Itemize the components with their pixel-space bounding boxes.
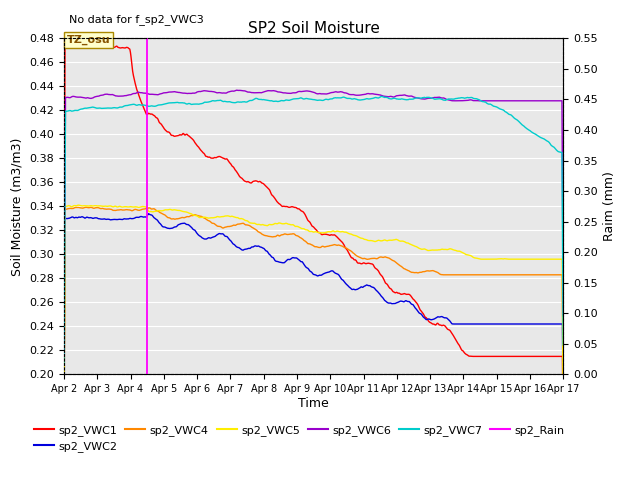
Text: No data for f_sp2_VWC3: No data for f_sp2_VWC3 [69, 14, 204, 25]
Text: TZ_osu: TZ_osu [67, 35, 110, 46]
Y-axis label: Raim (mm): Raim (mm) [604, 171, 616, 241]
Title: SP2 Soil Moisture: SP2 Soil Moisture [248, 21, 380, 36]
Y-axis label: Soil Moisture (m3/m3): Soil Moisture (m3/m3) [11, 137, 24, 276]
X-axis label: Time: Time [298, 397, 329, 410]
Legend: sp2_VWC1, sp2_VWC2, sp2_VWC4, sp2_VWC5, sp2_VWC6, sp2_VWC7, sp2_Rain: sp2_VWC1, sp2_VWC2, sp2_VWC4, sp2_VWC5, … [29, 420, 569, 456]
